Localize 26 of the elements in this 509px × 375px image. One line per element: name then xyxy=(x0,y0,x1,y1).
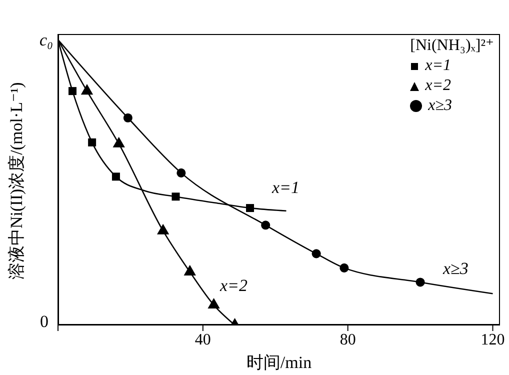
legend-title: [Ni(NH₃)ₓ]²⁺ xyxy=(410,36,494,56)
point xyxy=(312,249,321,258)
y-axis-title: 溶液中Ni(II)浓度/(mol·L⁻¹) xyxy=(7,82,26,280)
legend-label: x≥3 xyxy=(428,96,452,116)
point xyxy=(416,278,425,287)
point xyxy=(123,113,132,122)
annotation: c₀ xyxy=(40,30,54,50)
point xyxy=(246,204,254,212)
legend-label: x=1 xyxy=(425,56,452,76)
annotation: x=2 xyxy=(220,276,248,296)
x-axis-title: 时间/min xyxy=(246,353,312,372)
point xyxy=(340,263,349,272)
point xyxy=(172,192,180,201)
annotation: x≥3 xyxy=(443,259,468,279)
point xyxy=(112,172,120,181)
x-tick-label: 40 xyxy=(194,331,211,348)
point xyxy=(68,87,76,96)
annotation: x=1 xyxy=(272,178,300,198)
point xyxy=(261,220,270,230)
x-tick-label: 120 xyxy=(480,331,505,348)
point xyxy=(176,168,186,178)
x-tick-label: 80 xyxy=(340,331,356,348)
legend-label: x=2 xyxy=(425,76,452,96)
point xyxy=(88,138,96,146)
text: 0 xyxy=(40,312,48,332)
point xyxy=(208,298,220,309)
